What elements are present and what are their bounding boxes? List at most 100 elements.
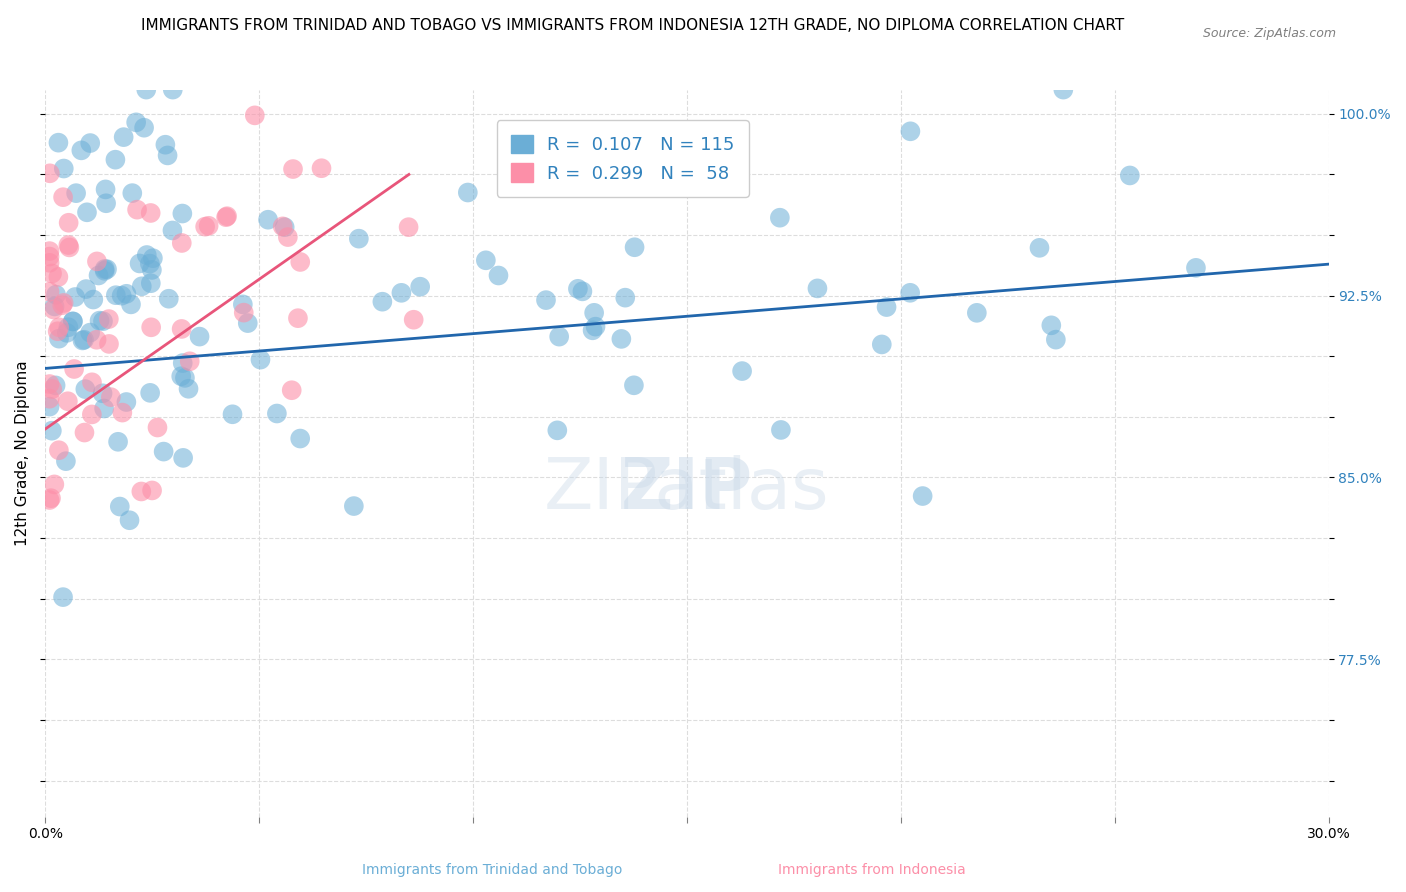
Point xyxy=(58,240,80,254)
Point xyxy=(585,319,607,334)
Text: ZIP: ZIP xyxy=(621,455,754,524)
Point xyxy=(614,291,637,305)
Point xyxy=(371,294,394,309)
Point xyxy=(38,250,60,264)
Point xyxy=(217,209,239,223)
Point xyxy=(48,136,70,150)
Point xyxy=(546,423,568,437)
Point xyxy=(623,240,645,254)
Point xyxy=(280,383,302,397)
Point xyxy=(42,302,65,317)
Point xyxy=(91,386,114,401)
Point xyxy=(409,279,432,293)
Point xyxy=(73,333,96,347)
Point xyxy=(1040,318,1063,333)
Point xyxy=(232,305,254,319)
Point xyxy=(398,220,420,235)
Y-axis label: 12th Grade, No Diploma: 12th Grade, No Diploma xyxy=(15,360,30,546)
Point xyxy=(89,313,111,327)
Point xyxy=(121,186,143,201)
Point xyxy=(571,285,593,299)
Point xyxy=(72,334,94,348)
Point xyxy=(111,406,134,420)
Point xyxy=(104,288,127,302)
Point xyxy=(1045,333,1067,347)
Point xyxy=(249,352,271,367)
Point xyxy=(806,281,828,295)
Point xyxy=(343,499,366,513)
Point xyxy=(172,356,194,370)
Point xyxy=(112,130,135,145)
Point xyxy=(48,332,70,346)
Point xyxy=(139,206,162,220)
Point xyxy=(135,82,157,96)
Point xyxy=(94,196,117,211)
Point xyxy=(966,306,988,320)
Point xyxy=(277,230,299,244)
Point xyxy=(1119,169,1142,183)
Point xyxy=(56,326,79,340)
Point xyxy=(236,316,259,330)
Point xyxy=(131,484,153,499)
Point xyxy=(172,450,194,465)
Point xyxy=(80,376,103,390)
Point xyxy=(243,108,266,122)
Point xyxy=(128,256,150,270)
Point xyxy=(38,244,60,259)
Point xyxy=(98,337,121,351)
Point xyxy=(157,292,180,306)
Text: ZIPatlas: ZIPatlas xyxy=(544,455,830,524)
Point xyxy=(93,262,115,277)
Point xyxy=(48,320,70,334)
Point xyxy=(55,454,77,468)
Point xyxy=(347,232,370,246)
Point xyxy=(41,267,63,281)
Point xyxy=(44,477,66,491)
Point xyxy=(769,211,792,225)
Point xyxy=(475,253,498,268)
Point xyxy=(402,312,425,326)
Point xyxy=(135,248,157,262)
Point xyxy=(38,400,60,414)
Point xyxy=(194,219,217,234)
Point xyxy=(62,314,84,328)
Point xyxy=(44,300,66,314)
Point xyxy=(118,513,141,527)
Point xyxy=(52,296,75,310)
Point xyxy=(38,285,60,299)
Point xyxy=(271,219,294,234)
Point xyxy=(142,251,165,265)
Point xyxy=(107,434,129,449)
Point xyxy=(287,311,309,326)
Point xyxy=(75,382,97,396)
Point xyxy=(567,282,589,296)
Point xyxy=(41,382,63,396)
Point xyxy=(215,210,238,224)
Point xyxy=(188,329,211,343)
Point xyxy=(162,82,184,96)
Point xyxy=(100,390,122,404)
Point xyxy=(96,262,118,277)
Point xyxy=(46,324,69,338)
Point xyxy=(51,298,73,312)
Point xyxy=(91,314,114,328)
Point xyxy=(623,378,645,392)
Point xyxy=(111,288,134,302)
Point xyxy=(38,392,60,406)
Point xyxy=(197,219,219,233)
Point xyxy=(170,322,193,336)
Point xyxy=(104,153,127,167)
Point xyxy=(155,137,177,152)
Point xyxy=(174,371,197,385)
Point xyxy=(488,268,510,283)
Point xyxy=(115,286,138,301)
Point xyxy=(146,420,169,434)
Point xyxy=(52,161,75,176)
Point xyxy=(311,161,333,176)
Point xyxy=(290,255,312,269)
Point xyxy=(139,257,162,271)
Point xyxy=(120,297,142,311)
Point xyxy=(870,337,893,351)
Point xyxy=(731,364,754,378)
Point xyxy=(581,323,603,337)
